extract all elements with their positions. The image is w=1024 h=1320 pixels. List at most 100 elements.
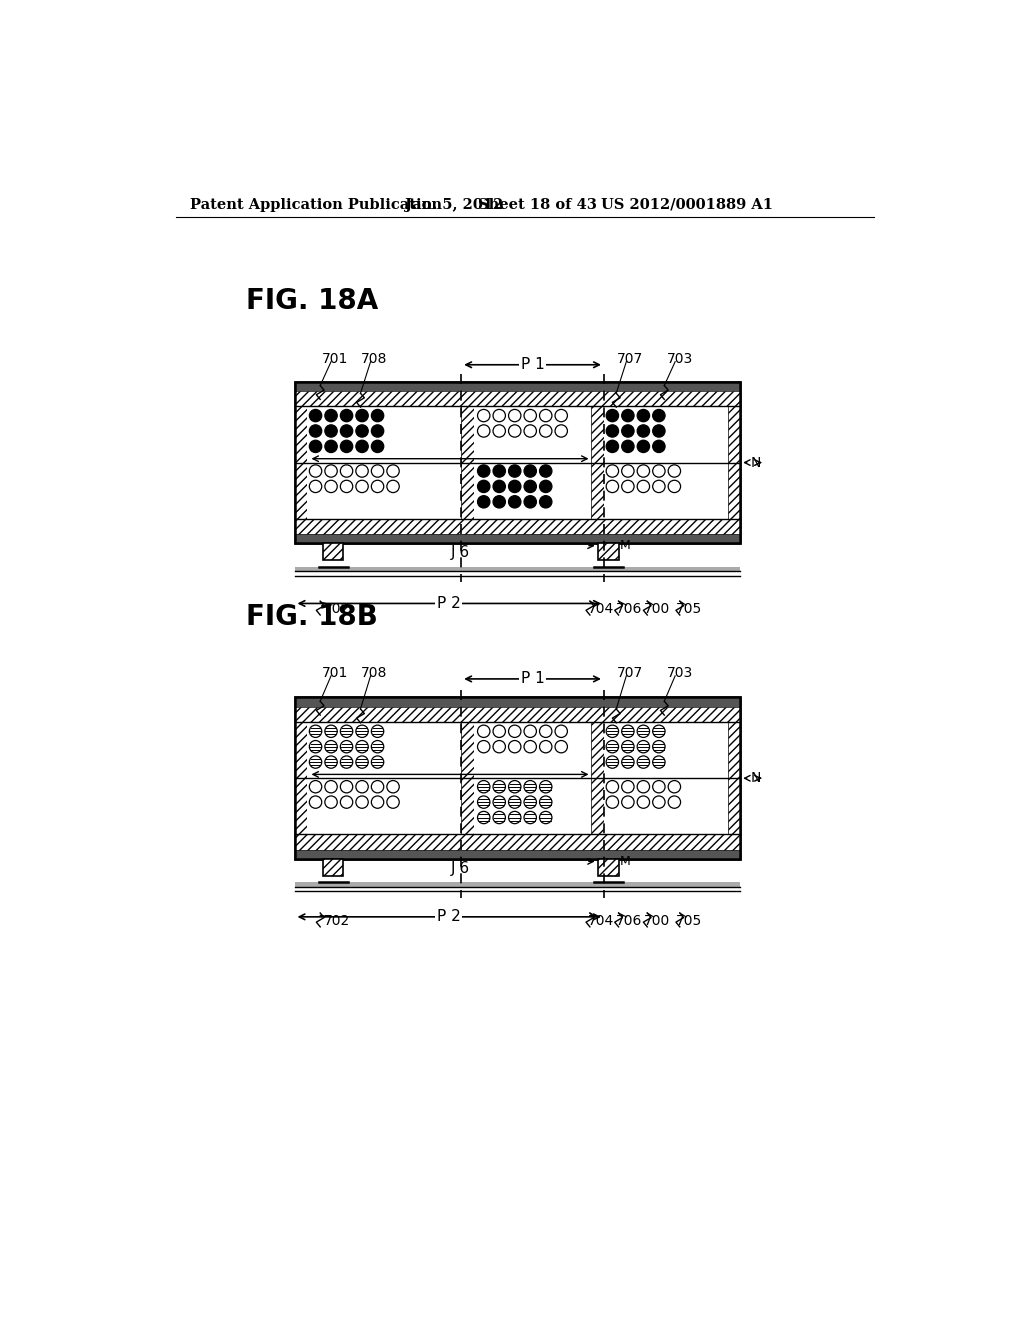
Circle shape	[652, 480, 665, 492]
Circle shape	[606, 465, 618, 478]
Circle shape	[340, 441, 352, 453]
Circle shape	[540, 465, 552, 478]
Circle shape	[540, 425, 552, 437]
Text: Jan. 5, 2012: Jan. 5, 2012	[406, 198, 504, 211]
Circle shape	[622, 796, 634, 808]
Circle shape	[622, 780, 634, 793]
Circle shape	[493, 812, 506, 824]
Bar	[592, 722, 604, 834]
Circle shape	[372, 480, 384, 492]
Circle shape	[606, 796, 618, 808]
Text: US 2012/0001889 A1: US 2012/0001889 A1	[601, 198, 773, 211]
Bar	[295, 535, 740, 544]
Circle shape	[340, 756, 352, 768]
Circle shape	[477, 725, 489, 738]
Bar	[728, 722, 740, 834]
Circle shape	[387, 480, 399, 492]
Circle shape	[325, 725, 337, 738]
Circle shape	[477, 741, 489, 752]
Circle shape	[356, 780, 369, 793]
Circle shape	[477, 409, 489, 422]
Circle shape	[524, 496, 537, 508]
Circle shape	[340, 796, 352, 808]
Circle shape	[509, 409, 521, 422]
Text: 705: 705	[676, 913, 702, 928]
Circle shape	[477, 796, 489, 808]
Circle shape	[372, 441, 384, 453]
Circle shape	[669, 480, 681, 492]
Bar	[604, 407, 728, 519]
Circle shape	[622, 465, 634, 478]
Circle shape	[524, 725, 537, 738]
Bar	[598, 544, 618, 561]
Bar	[295, 381, 740, 391]
Circle shape	[606, 480, 618, 492]
Bar	[295, 381, 740, 544]
Circle shape	[524, 480, 537, 492]
Circle shape	[637, 465, 649, 478]
Circle shape	[356, 465, 369, 478]
Circle shape	[325, 796, 337, 808]
Circle shape	[340, 480, 352, 492]
Circle shape	[606, 441, 618, 453]
Circle shape	[340, 425, 352, 437]
Circle shape	[524, 465, 537, 478]
Circle shape	[637, 796, 649, 808]
Circle shape	[372, 725, 384, 738]
Circle shape	[509, 425, 521, 437]
Circle shape	[493, 725, 506, 738]
Circle shape	[477, 425, 489, 437]
Circle shape	[637, 480, 649, 492]
Circle shape	[325, 780, 337, 793]
Circle shape	[637, 741, 649, 752]
Circle shape	[493, 425, 506, 437]
Circle shape	[493, 409, 506, 422]
Circle shape	[652, 425, 665, 437]
Circle shape	[622, 480, 634, 492]
Circle shape	[509, 465, 521, 478]
Text: Sheet 18 of 43: Sheet 18 of 43	[478, 198, 597, 211]
Text: P 2: P 2	[437, 909, 461, 924]
Text: 703: 703	[667, 351, 693, 366]
Circle shape	[493, 465, 506, 478]
Text: 706: 706	[616, 602, 643, 616]
Bar	[295, 391, 740, 407]
Circle shape	[372, 465, 384, 478]
Text: 708: 708	[361, 665, 388, 680]
Circle shape	[669, 796, 681, 808]
Text: 704: 704	[588, 913, 613, 928]
Bar	[592, 407, 604, 519]
Circle shape	[493, 496, 506, 508]
Text: 707: 707	[617, 665, 643, 680]
Circle shape	[356, 480, 369, 492]
Circle shape	[387, 796, 399, 808]
Text: J 6: J 6	[451, 861, 470, 876]
Circle shape	[606, 725, 618, 738]
Circle shape	[477, 496, 489, 508]
Bar	[295, 697, 740, 706]
Text: FIG. 18B: FIG. 18B	[246, 602, 378, 631]
Bar	[295, 834, 740, 850]
Circle shape	[340, 741, 352, 752]
Circle shape	[540, 796, 552, 808]
Circle shape	[509, 480, 521, 492]
Circle shape	[669, 465, 681, 478]
Text: 701: 701	[322, 351, 348, 366]
Text: M: M	[621, 855, 631, 869]
Circle shape	[372, 780, 384, 793]
Circle shape	[622, 725, 634, 738]
Circle shape	[555, 425, 567, 437]
Circle shape	[622, 409, 634, 422]
Circle shape	[669, 780, 681, 793]
Circle shape	[325, 409, 337, 422]
Circle shape	[493, 480, 506, 492]
Circle shape	[540, 741, 552, 752]
Circle shape	[524, 425, 537, 437]
Circle shape	[622, 756, 634, 768]
Circle shape	[372, 741, 384, 752]
Circle shape	[637, 780, 649, 793]
Bar	[295, 882, 740, 887]
Circle shape	[652, 780, 665, 793]
Circle shape	[309, 756, 322, 768]
Circle shape	[493, 796, 506, 808]
